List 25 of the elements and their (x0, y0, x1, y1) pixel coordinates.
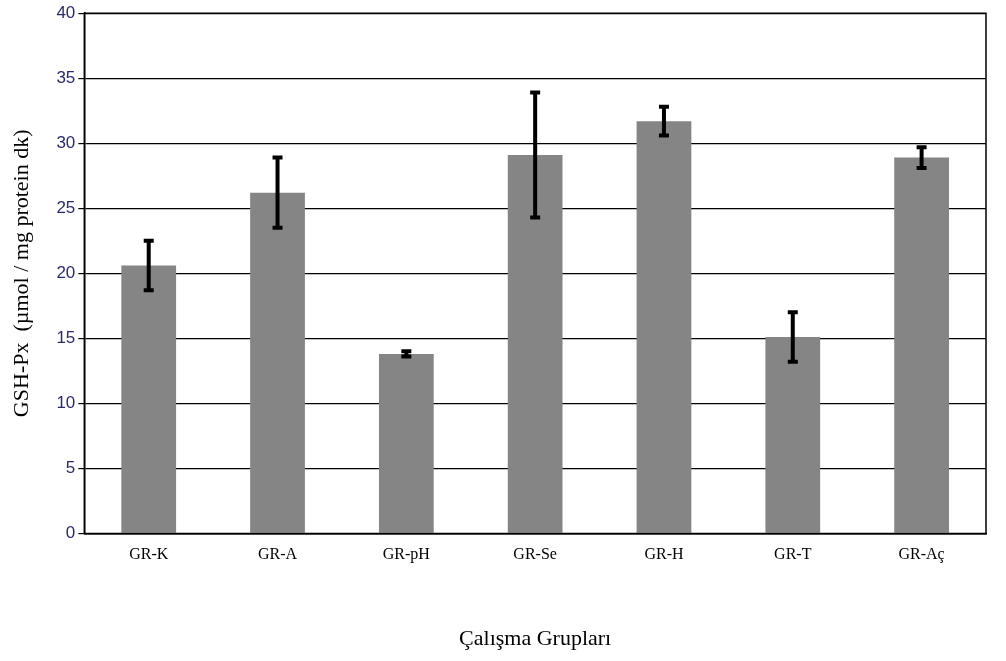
x-axis-title: Çalışma Grupları (459, 624, 612, 650)
y-tick-label: 25 (56, 197, 76, 217)
x-tick-label: GR-pH (382, 545, 431, 564)
y-tick-label: 15 (56, 328, 76, 348)
bar (378, 353, 434, 533)
y-tick-label: 10 (56, 393, 76, 413)
y-tick-label: 30 (56, 132, 76, 152)
bar (636, 121, 692, 533)
y-tick-label: 35 (56, 67, 76, 87)
y-axis-title: GSH-Px (µmol / mg protein dk) (7, 129, 33, 418)
x-tick-label: GR-H (644, 545, 684, 563)
x-tick-label: GR-Se (513, 545, 557, 563)
bar (765, 337, 821, 533)
x-tick-label: GR-T (774, 545, 812, 563)
y-tick-label: 20 (56, 262, 76, 282)
bar (250, 192, 305, 533)
bar (121, 265, 177, 533)
y-tick-label: 40 (56, 2, 76, 22)
x-tick-label: GR-A (257, 545, 298, 563)
x-tick-label: GR-K (129, 545, 169, 563)
bar (507, 154, 563, 533)
x-tick-label: GR-Aç (898, 545, 945, 564)
bar (894, 157, 949, 533)
y-tick-label: 5 (65, 458, 76, 478)
y-tick-label: 0 (65, 523, 76, 543)
